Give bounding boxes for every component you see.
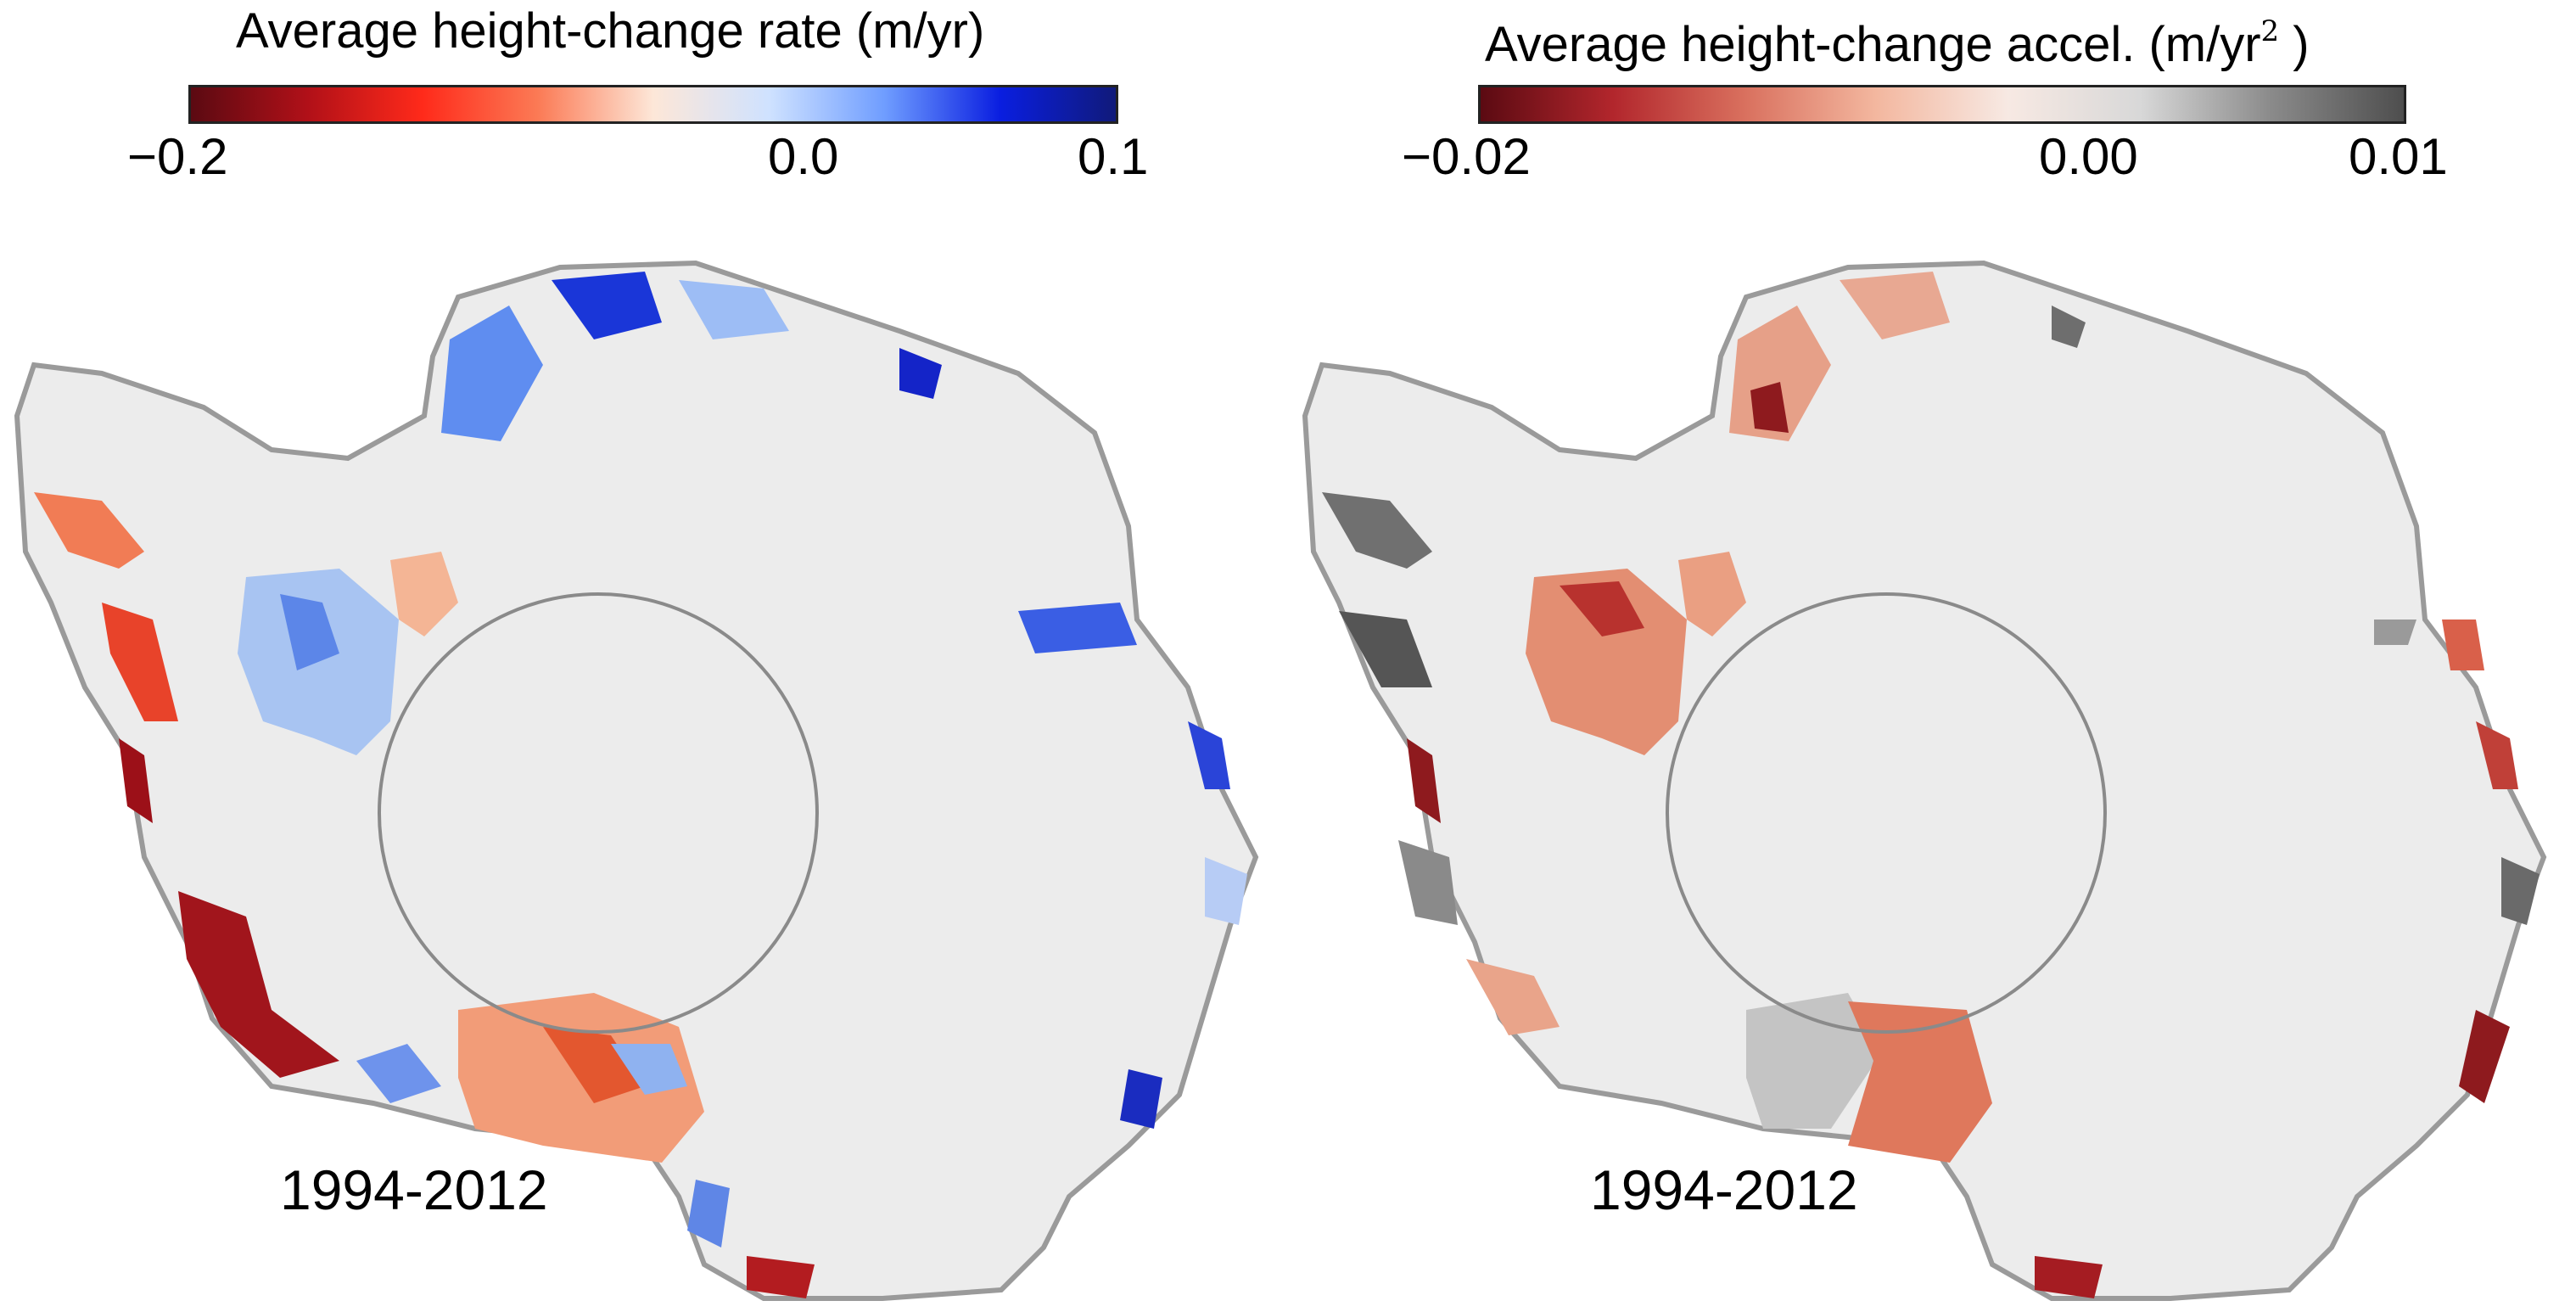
region-patch (611, 1044, 687, 1095)
region-patch (687, 1180, 730, 1248)
region-patch (1678, 552, 1746, 636)
colorbar-accel (1478, 85, 2406, 124)
region-patch (2035, 1256, 2103, 1298)
pole-hole-circle (1666, 592, 2107, 1034)
region-patch (1407, 738, 1441, 823)
ice-sheet (1302, 260, 2547, 1301)
region-patch (552, 272, 662, 339)
region-patch (1339, 611, 1432, 687)
period-label-accel: 1994-2012 (1590, 1158, 1858, 1221)
region-patch (441, 306, 543, 441)
ice-sheet (14, 260, 1259, 1301)
colorbar-tick-min: −0.02 (1402, 128, 1531, 185)
region-patch (280, 594, 339, 670)
region-patch (119, 738, 153, 823)
colorbar-tick-zero: 0.00 (2039, 128, 2138, 185)
region-patch (1188, 721, 1230, 789)
region-patch (2501, 857, 2540, 925)
region-patch (899, 348, 942, 399)
region-patch (178, 891, 339, 1078)
region-patch (1750, 382, 1789, 433)
colorbar-title-accel: Average height-change accel. (m/yr2 ) (1485, 14, 2310, 72)
region-patch (1848, 1001, 1992, 1163)
region-patch (2052, 306, 2086, 348)
panel-height-change-accel: Average height-change accel. (m/yr2 ) −0… (1288, 0, 2576, 1312)
region-patch (1322, 492, 1432, 569)
region-patch (543, 1027, 645, 1103)
antarctica-map-rate (14, 260, 1259, 1301)
period-label-rate: 1994-2012 (280, 1158, 548, 1221)
colorbar-tick-zero: 0.0 (768, 128, 839, 185)
region-patch (1018, 603, 1137, 653)
colorbar-title-rate: Average height-change rate (m/yr) (236, 3, 985, 59)
region-patch (679, 280, 789, 339)
region-patch (390, 552, 458, 636)
antarctica-map-accel (1302, 260, 2547, 1301)
region-patch (2476, 721, 2518, 789)
region-patch (747, 1256, 815, 1298)
region-patch (1746, 993, 1882, 1129)
colorbar-rate (188, 85, 1118, 124)
pole-hole-circle (378, 592, 819, 1034)
colorbar-tick-max: 0.01 (2349, 128, 2448, 185)
panel-height-change-rate: Average height-change rate (m/yr) −0.2 0… (14, 3, 1259, 1301)
region-patch (2442, 620, 2484, 670)
region-patch (2374, 620, 2416, 645)
region-patch (1560, 581, 1644, 636)
region-patch (2459, 1010, 2510, 1103)
region-patch (356, 1044, 441, 1103)
region-patch (1205, 857, 1247, 925)
colorbar-tick-min: −0.2 (127, 128, 228, 185)
region-patch (1120, 1069, 1162, 1129)
region-patch (102, 603, 178, 721)
region-patch (1840, 272, 1950, 339)
region-patch (34, 492, 144, 569)
region-patch (1466, 959, 1560, 1035)
colorbar-tick-max: 0.1 (1078, 128, 1149, 185)
region-patch (1398, 840, 1458, 925)
region-patch (1526, 569, 1687, 755)
